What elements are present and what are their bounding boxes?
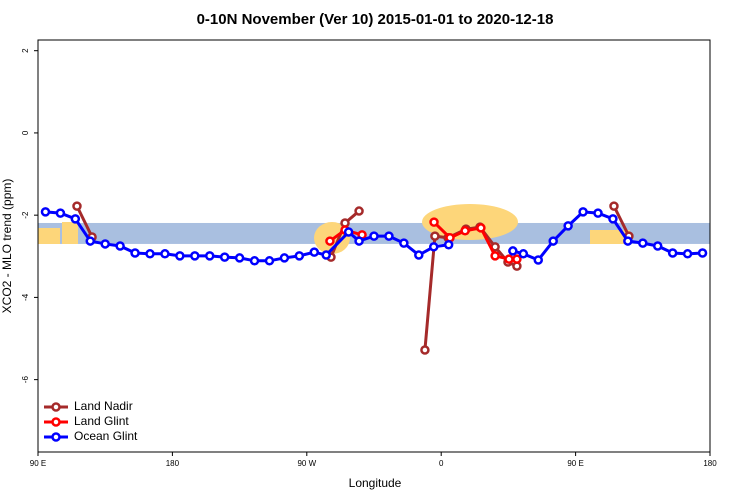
point: [160, 249, 170, 259]
point: [476, 223, 486, 233]
legend-item: Land Nadir: [44, 399, 133, 413]
point: [623, 236, 633, 246]
x-tick-label: 0: [439, 459, 444, 468]
point: [428, 242, 439, 252]
x-tick-label: 90 E: [567, 459, 583, 468]
point: [175, 251, 185, 261]
point: [325, 236, 335, 246]
point: [369, 231, 379, 241]
point: [429, 217, 439, 227]
land: [38, 228, 60, 244]
land: [590, 230, 630, 244]
point: [354, 206, 364, 216]
point: [460, 226, 470, 236]
y-tick-label: -6: [21, 376, 30, 384]
point: [234, 253, 245, 263]
point: [85, 236, 96, 246]
legend-marker: [51, 432, 61, 442]
x-tick-label: 180: [166, 459, 180, 468]
point: [504, 254, 514, 264]
plot-frame: [37, 39, 711, 453]
point: [145, 249, 155, 259]
point: [294, 251, 305, 261]
point: [533, 255, 544, 265]
x-tick-label: 90 W: [297, 459, 316, 468]
legend-marker: [51, 402, 61, 412]
point: [609, 201, 619, 211]
point: [399, 238, 409, 248]
point: [443, 240, 454, 250]
point: [682, 249, 693, 259]
point: [279, 253, 290, 263]
point: [667, 248, 678, 258]
point: [130, 248, 140, 258]
point: [430, 231, 440, 241]
point: [343, 227, 354, 237]
point: [72, 201, 82, 211]
x-axis-label: Longitude: [349, 476, 402, 490]
legend-label: Land Glint: [74, 414, 129, 428]
point: [100, 239, 110, 249]
point: [563, 221, 573, 231]
point: [70, 214, 81, 224]
y-tick-label: 0: [21, 130, 30, 135]
legend-item: Land Glint: [44, 414, 129, 428]
point: [264, 256, 275, 266]
land: [422, 204, 518, 240]
point: [219, 252, 230, 262]
point: [518, 249, 529, 259]
point: [638, 238, 648, 248]
y-axis-label: XCO2 - MLO trend (ppm): [0, 179, 14, 314]
point: [420, 345, 430, 355]
legend-item: Ocean Glint: [44, 429, 138, 443]
point: [354, 236, 364, 246]
point: [249, 256, 260, 266]
land: [62, 222, 78, 244]
point: [608, 214, 618, 224]
point: [204, 251, 215, 261]
x-tick-label: 90 E: [30, 459, 46, 468]
point: [508, 246, 518, 256]
point: [593, 208, 603, 218]
legend-label: Ocean Glint: [74, 429, 138, 443]
point: [548, 236, 558, 246]
point: [512, 254, 522, 264]
y-tick-label: -4: [21, 293, 30, 301]
point: [652, 241, 663, 251]
point: [578, 207, 588, 217]
point: [55, 208, 66, 218]
chart-title: 0-10N November (Ver 10) 2015-01-01 to 20…: [197, 11, 554, 28]
point: [190, 251, 200, 261]
point: [697, 248, 708, 258]
point: [384, 231, 394, 241]
y-tick-label: 2: [21, 48, 30, 53]
y-tick-label: -2: [21, 211, 30, 219]
legend-label: Land Nadir: [74, 399, 133, 413]
point: [490, 251, 500, 261]
x-tick-label: 180: [703, 459, 717, 468]
point: [321, 250, 331, 260]
legend-marker: [51, 417, 61, 427]
point: [115, 241, 125, 251]
point: [309, 247, 320, 257]
point: [414, 250, 424, 260]
point: [40, 207, 51, 217]
